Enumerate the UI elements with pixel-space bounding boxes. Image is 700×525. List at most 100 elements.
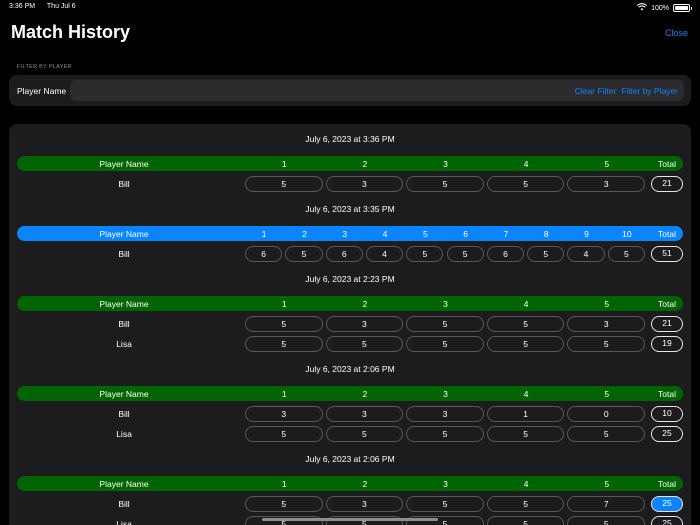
score-cell[interactable]: 4	[567, 246, 605, 262]
round-header: 1	[261, 229, 267, 239]
clear-filter-button[interactable]: Clear Filter	[574, 86, 617, 96]
player-name-header: Player Name	[99, 159, 149, 169]
player-name-header: Player Name	[99, 299, 149, 309]
match-header-bar: Player Name 1 2 3 4 5 6 7 8 9 10 Total	[17, 226, 683, 241]
status-date: Thu Jul 6	[46, 3, 76, 10]
score-cell[interactable]: 5	[325, 336, 404, 352]
round-header: 2	[362, 299, 368, 309]
match-date: July 6, 2023 at 3:36 PM	[305, 134, 395, 144]
player-row: Bill 5 3 5 5 3 21	[9, 176, 691, 192]
filter-by-player-button[interactable]: Filter by Player	[621, 86, 678, 96]
total-score[interactable]: 51	[651, 246, 683, 262]
total-header: Total	[658, 159, 676, 169]
player-name-input[interactable]	[70, 80, 684, 101]
player-row: Bill 3 3 3 1 0 10	[9, 406, 691, 422]
total-score[interactable]: 25	[651, 516, 683, 525]
score-cell[interactable]: 3	[567, 316, 645, 332]
score-cell[interactable]: 5	[567, 516, 645, 525]
player-name: Lisa	[116, 519, 132, 525]
score-cell[interactable]: 3	[406, 406, 484, 422]
score-cell[interactable]: 6	[245, 246, 283, 262]
score-cell[interactable]: 5	[486, 316, 565, 332]
score-cell[interactable]: 3	[325, 496, 404, 512]
score-cell[interactable]: 3	[325, 406, 404, 422]
score-cell[interactable]: 5	[567, 336, 645, 352]
score-cell[interactable]: 5	[245, 426, 323, 442]
score-cell[interactable]: 5	[607, 246, 645, 262]
round-header: 9	[584, 229, 589, 239]
total-score[interactable]: 25	[651, 496, 683, 512]
score-cell[interactable]: 5	[486, 336, 565, 352]
round-header: 4	[382, 229, 388, 239]
round-header: 5	[422, 229, 428, 239]
status-right: 100%	[637, 3, 692, 13]
score-cell[interactable]: 5	[245, 316, 323, 332]
round-header: 3	[342, 229, 348, 239]
score-cell[interactable]: 3	[567, 176, 645, 192]
player-name-header: Player Name	[99, 479, 149, 489]
score-cell[interactable]: 5	[406, 336, 484, 352]
total-score[interactable]: 19	[651, 336, 683, 352]
match-history-list[interactable]: July 6, 2023 at 3:36 PM Player Name 1 2 3 4 5 T…	[9, 124, 691, 525]
score-cell[interactable]: 5	[406, 176, 484, 192]
score-cell[interactable]: 6	[486, 246, 525, 262]
score-cell[interactable]: 3	[325, 316, 404, 332]
close-button[interactable]: Close	[664, 28, 688, 38]
score-cell[interactable]: 5	[285, 246, 323, 262]
player-row: Lisa 5 5 5 5 5 25	[9, 426, 691, 442]
score-cell[interactable]: 5	[406, 496, 484, 512]
score-cell[interactable]: 5	[567, 426, 645, 442]
filter-actions: Clear Filter Filter by Player	[575, 86, 678, 96]
score-cell[interactable]: 5	[406, 316, 484, 332]
filter-card: Player Name Clear Filter Filter by Playe…	[9, 75, 691, 106]
match-header-bar: Player Name 1 2 3 4 5 Total	[17, 156, 683, 171]
score-cell[interactable]: 5	[406, 426, 484, 442]
score-cell[interactable]: 5	[486, 426, 565, 442]
round-header: 3	[443, 389, 448, 399]
round-header: 1	[281, 159, 287, 169]
total-score[interactable]: 21	[651, 176, 683, 192]
score-cell[interactable]: 3	[245, 406, 323, 422]
score-cell[interactable]: 5	[245, 336, 323, 352]
round-header: 2	[362, 479, 368, 489]
total-header: Total	[658, 479, 676, 489]
battery-percent: 100%	[651, 4, 669, 12]
round-header: 10	[622, 229, 632, 239]
round-header: 5	[604, 299, 610, 309]
score-cell[interactable]: 3	[325, 176, 404, 192]
player-row: Lisa 5 5 5 5 5 25	[9, 516, 691, 525]
round-header: 2	[302, 229, 307, 239]
total-header: Total	[658, 229, 676, 239]
total-score[interactable]: 10	[651, 406, 683, 422]
score-cell[interactable]: 5	[406, 246, 444, 262]
score-cell[interactable]: 0	[567, 406, 645, 422]
page-title: Match History	[11, 22, 131, 42]
total-score[interactable]: 21	[651, 316, 683, 332]
match-date: July 6, 2023 at 3:35 PM	[305, 204, 395, 214]
round-header: 8	[543, 229, 549, 239]
round-header: 7	[503, 229, 509, 239]
match-header-bar: Player Name 1 2 3 4 5 Total	[17, 386, 683, 401]
status-bar: 3:36 PM Thu Jul 6 100%	[0, 0, 700, 14]
score-cell[interactable]: 5	[245, 496, 323, 512]
score-cell[interactable]: 5	[446, 246, 484, 262]
filter-section-header: FILTER BY PLAYER	[17, 64, 72, 70]
score-cell[interactable]: 7	[567, 496, 645, 512]
player-row: Bill 5 3 5 5 7 25	[9, 496, 691, 512]
total-header: Total	[658, 299, 676, 309]
round-header: 2	[362, 159, 368, 169]
score-cell[interactable]: 5	[527, 246, 565, 262]
status-left: 3:36 PM Thu Jul 6	[9, 3, 86, 10]
match-date: July 6, 2023 at 2:23 PM	[305, 274, 395, 284]
score-cell[interactable]: 5	[486, 516, 565, 525]
total-score[interactable]: 25	[651, 426, 683, 442]
score-cell[interactable]: 1	[486, 406, 565, 422]
score-cell[interactable]: 4	[365, 246, 404, 262]
score-cell[interactable]: 5	[486, 496, 565, 512]
score-cell[interactable]: 5	[245, 176, 323, 192]
score-cell[interactable]: 6	[325, 246, 363, 262]
home-indicator	[262, 518, 438, 521]
round-header: 6	[463, 229, 469, 239]
score-cell[interactable]: 5	[486, 176, 565, 192]
score-cell[interactable]: 5	[325, 426, 404, 442]
